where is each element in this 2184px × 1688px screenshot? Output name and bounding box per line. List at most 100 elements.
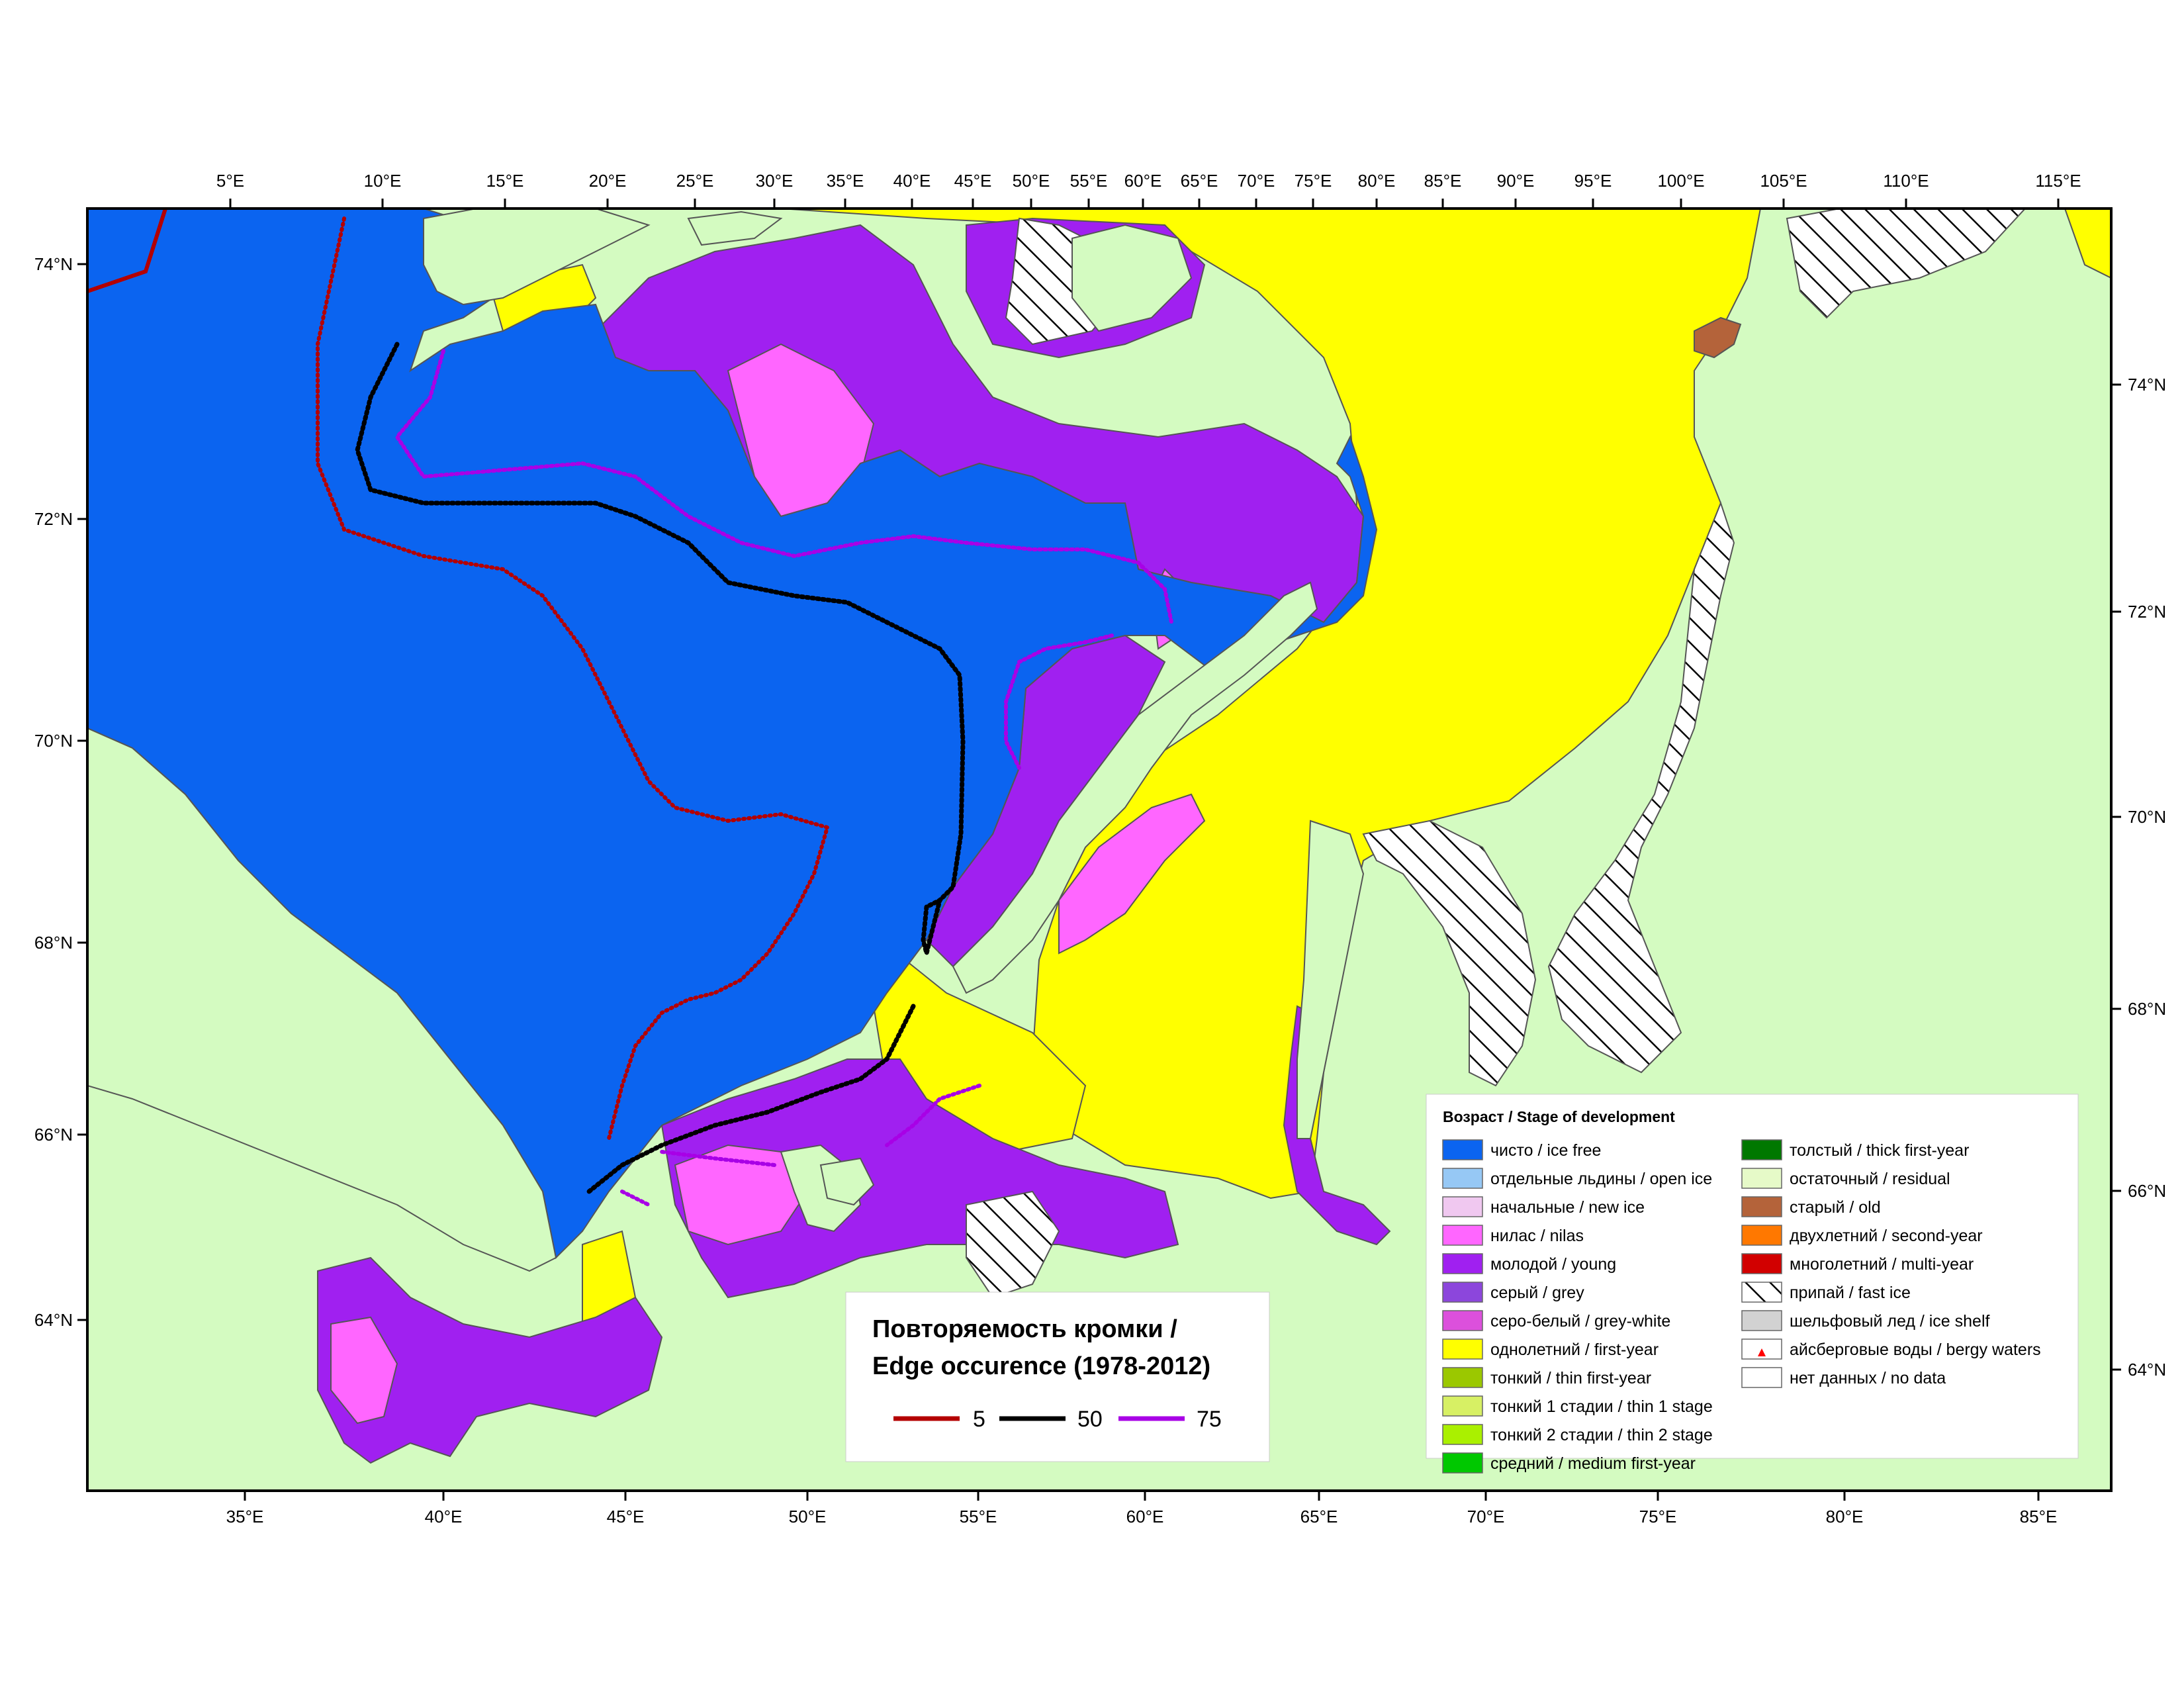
- bottom-lon-label: 60°E: [1126, 1507, 1164, 1526]
- edge-box-frame: [845, 1291, 1270, 1462]
- legend-item-label: припай / fast ice: [1790, 1284, 1911, 1302]
- solid-swatch: [1442, 1310, 1483, 1331]
- edge-box-title-line2: Edge occurence (1978-2012): [872, 1352, 1210, 1380]
- edge-line-75-percent: [394, 349, 1173, 1207]
- top-lon-label: 35°E: [827, 171, 864, 191]
- right-lat-label: 72°N: [2128, 602, 2166, 622]
- nilas-pechora: [674, 1144, 809, 1246]
- top-lon-label: 80°E: [1358, 171, 1396, 191]
- legend-item-label: средний / medium first-year: [1490, 1454, 1696, 1473]
- bottom-lon-label: 45°E: [607, 1507, 645, 1526]
- legend-item-label: чисто / ice free: [1490, 1141, 1601, 1160]
- top-lon-label: 60°E: [1124, 171, 1162, 191]
- old-ice-patch: [1694, 316, 1742, 359]
- solid-swatch: [1741, 1253, 1782, 1274]
- top-lon-label: 45°E: [954, 171, 992, 191]
- edge-line-5-percent-west: [87, 209, 167, 293]
- stage-legend: Возраст / Stage of development чисто / i…: [1426, 1094, 2079, 1474]
- solid-swatch: [1442, 1168, 1483, 1189]
- legend-item-label: двухлетний / second-year: [1790, 1227, 1983, 1245]
- top-lon-label: 10°E: [364, 171, 402, 191]
- top-lon-label: 40°E: [893, 171, 931, 191]
- iceberg-icon: [1758, 1348, 1766, 1356]
- top-lon-label: 55°E: [1070, 171, 1108, 191]
- young-ice-white-sea: [317, 1256, 663, 1464]
- right-lat-label: 68°N: [2128, 999, 2166, 1019]
- legend-item-label: молодой / young: [1490, 1255, 1616, 1274]
- top-lon-label: 95°E: [1574, 171, 1612, 191]
- yamal-peninsula: [1297, 820, 1365, 1139]
- top-lon-label: 70°E: [1238, 171, 1275, 191]
- kola-peninsula-coast: [87, 727, 557, 1272]
- solid-swatch: [1741, 1310, 1782, 1331]
- hatched-swatch: [1741, 1282, 1782, 1303]
- left-lat-label: 66°N: [34, 1125, 73, 1145]
- stage-legend-title: Возраст / Stage of development: [1443, 1108, 1675, 1125]
- solid-swatch: [1442, 1253, 1483, 1274]
- solid-swatch: [1741, 1168, 1782, 1189]
- legend-item-label: нет данных / no data: [1790, 1369, 1946, 1387]
- legend-item-label: толстый / thick first-year: [1790, 1141, 1969, 1160]
- bottom-lon-label: 70°E: [1467, 1507, 1505, 1526]
- solid-swatch: [1442, 1395, 1483, 1417]
- solid-swatch: [1442, 1452, 1483, 1474]
- top-lon-label: 75°E: [1295, 171, 1332, 191]
- solid-swatch: [1741, 1225, 1782, 1246]
- bottom-longitude-labels: 35°E 40°E 45°E 50°E 55°E 60°E 65°E 70°E …: [226, 1507, 2058, 1526]
- left-lat-label: 64°N: [34, 1310, 73, 1330]
- top-lon-label: 65°E: [1181, 171, 1218, 191]
- bottom-lon-label: 40°E: [425, 1507, 463, 1526]
- top-lon-label: 90°E: [1497, 171, 1535, 191]
- solid-swatch: [1741, 1367, 1782, 1388]
- legend-item-label: тонкий 1 стадии / thin 1 stage: [1490, 1397, 1713, 1416]
- bottom-lon-label: 75°E: [1639, 1507, 1677, 1526]
- legend-item-label: однолетний / first-year: [1490, 1340, 1659, 1359]
- edge-box-title-line1: Повторяемость кромки /: [872, 1315, 1177, 1343]
- solid-swatch: [1442, 1196, 1483, 1217]
- edge-occurrence-box: Повторяемость кромки / Edge occurence (1…: [845, 1291, 1270, 1462]
- left-lat-label: 70°N: [34, 731, 73, 751]
- left-latitude-labels: 74°N 72°N 70°N 68°N 66°N 64°N: [34, 254, 73, 1330]
- legend-item-label: начальные / new ice: [1490, 1198, 1645, 1217]
- bottom-lon-label: 80°E: [1826, 1507, 1864, 1526]
- legend-item-label: старый / old: [1790, 1198, 1881, 1217]
- novaya-zemlya: [952, 581, 1318, 994]
- solid-swatch: [1442, 1139, 1483, 1160]
- left-lat-label: 74°N: [34, 254, 73, 274]
- nilas-white-sea: [330, 1316, 398, 1425]
- bottom-lon-label: 50°E: [789, 1507, 827, 1526]
- bottom-lon-label: 55°E: [960, 1507, 997, 1526]
- edge-line-50-percent: [355, 342, 966, 1194]
- first-year-ice-east: [2064, 209, 2111, 279]
- right-latitude-labels: 74°N 72°N 70°N 68°N 66°N 64°N: [2128, 375, 2166, 1380]
- vaygach-island: [819, 1157, 875, 1206]
- left-lat-label: 72°N: [34, 509, 73, 529]
- legend-item-label: многолетний / multi-year: [1790, 1255, 1974, 1274]
- map-body: [87, 209, 2111, 1491]
- right-lat-label: 66°N: [2128, 1181, 2166, 1201]
- fast-ice-taymyr: [1786, 209, 2026, 319]
- legend-item-label: серо-белый / grey-white: [1490, 1312, 1670, 1331]
- solid-swatch: [1741, 1196, 1782, 1217]
- solid-swatch: [1442, 1225, 1483, 1246]
- top-lon-label: 5°E: [216, 171, 244, 191]
- right-lat-label: 64°N: [2128, 1360, 2166, 1380]
- bottom-lon-label: 35°E: [226, 1507, 264, 1526]
- severnaya-zemlya: [1071, 224, 1193, 332]
- edge-label-75: 75: [1197, 1407, 1222, 1432]
- legend-item-label: нилас / nilas: [1490, 1227, 1584, 1245]
- top-lon-label: 50°E: [1013, 171, 1050, 191]
- solid-swatch: [1442, 1282, 1483, 1303]
- edge-label-5: 5: [973, 1407, 985, 1432]
- top-lon-label: 15°E: [486, 171, 524, 191]
- edge-label-50: 50: [1077, 1407, 1103, 1432]
- solid-swatch: [1442, 1338, 1483, 1360]
- solid-swatch: [1741, 1139, 1782, 1160]
- top-lon-label: 105°E: [1760, 171, 1807, 191]
- legend-item-label: тонкий 2 стадии / thin 2 stage: [1490, 1426, 1713, 1444]
- bottom-lon-label: 65°E: [1300, 1507, 1338, 1526]
- legend-item-label: остаточный / residual: [1790, 1170, 1950, 1188]
- left-lat-label: 68°N: [34, 933, 73, 953]
- top-longitude-labels: 5°E 10°E 15°E 20°E 25°E 30°E 35°E 40°E 4…: [216, 171, 2081, 191]
